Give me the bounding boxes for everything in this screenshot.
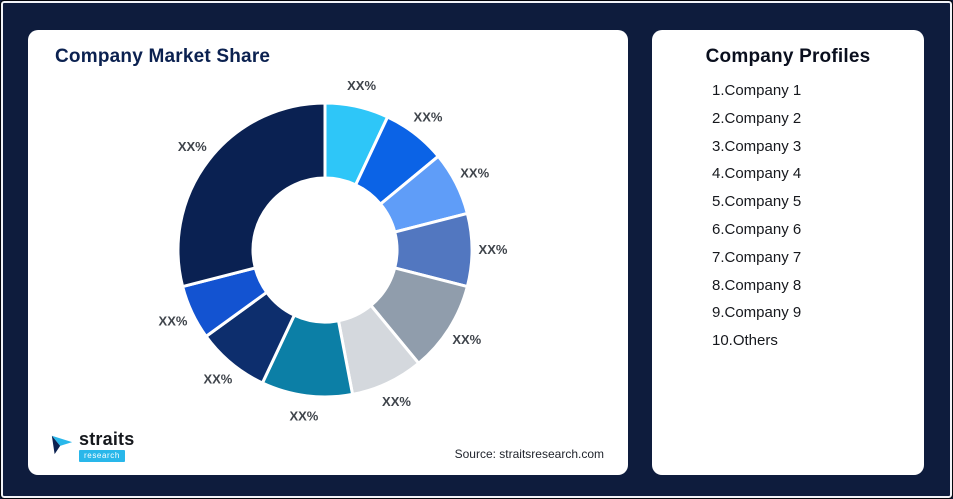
list-item: 10.Others: [712, 332, 778, 350]
logo-text: straits research: [79, 430, 134, 462]
slice-label: XX%: [452, 332, 481, 347]
straits-research-logo: straits research: [50, 430, 134, 462]
list-item: 1.Company 1: [712, 82, 802, 99]
list-item: 7.Company 7: [712, 248, 802, 266]
company-profiles-list: 1.Company 1 2.Company 2 3.Company 3 4.Co…: [712, 77, 801, 355]
slice-label: XX%: [289, 409, 318, 424]
list-item: 9.Company 9: [712, 304, 802, 322]
slice-label: XX%: [382, 394, 411, 409]
list-item: 6.Company 6: [712, 220, 802, 238]
company-profiles-title: Company Profiles: [705, 46, 871, 67]
slice-label: XX%: [414, 109, 443, 124]
list-item: 3.Company 3: [712, 137, 802, 155]
company-profiles-card: Company Profiles 1.Company 1 2.Company 2…: [652, 30, 924, 475]
slice-label: XX%: [178, 139, 207, 154]
list-item: 2.Company 2: [712, 109, 802, 127]
list-item: 4.Company 4: [712, 165, 802, 183]
logo-name: straits: [79, 429, 135, 449]
list-item: 8.Company 8: [712, 276, 802, 294]
slice-label: XX%: [347, 78, 376, 93]
donut-chart-svg: XX% XX% XX% XX% XX% XX% XX% XX% XX% XX%: [159, 78, 508, 424]
chart-title: Company Market Share: [55, 46, 271, 67]
list-item: 5.Company 5: [712, 193, 802, 211]
donut-segment: [176, 101, 327, 289]
slice-label: XX%: [460, 166, 489, 181]
source-text: Source: straitsresearch.com: [454, 447, 604, 461]
slice-label: XX%: [159, 314, 188, 329]
straits-logo-icon: [51, 435, 73, 455]
logo-subtitle: research: [79, 450, 125, 462]
slice-label: XX%: [479, 242, 508, 257]
slice-label: XX%: [203, 371, 232, 386]
market-share-card: Company Market Share XX% XX% XX% XX% XX% XX% X…: [28, 30, 628, 475]
